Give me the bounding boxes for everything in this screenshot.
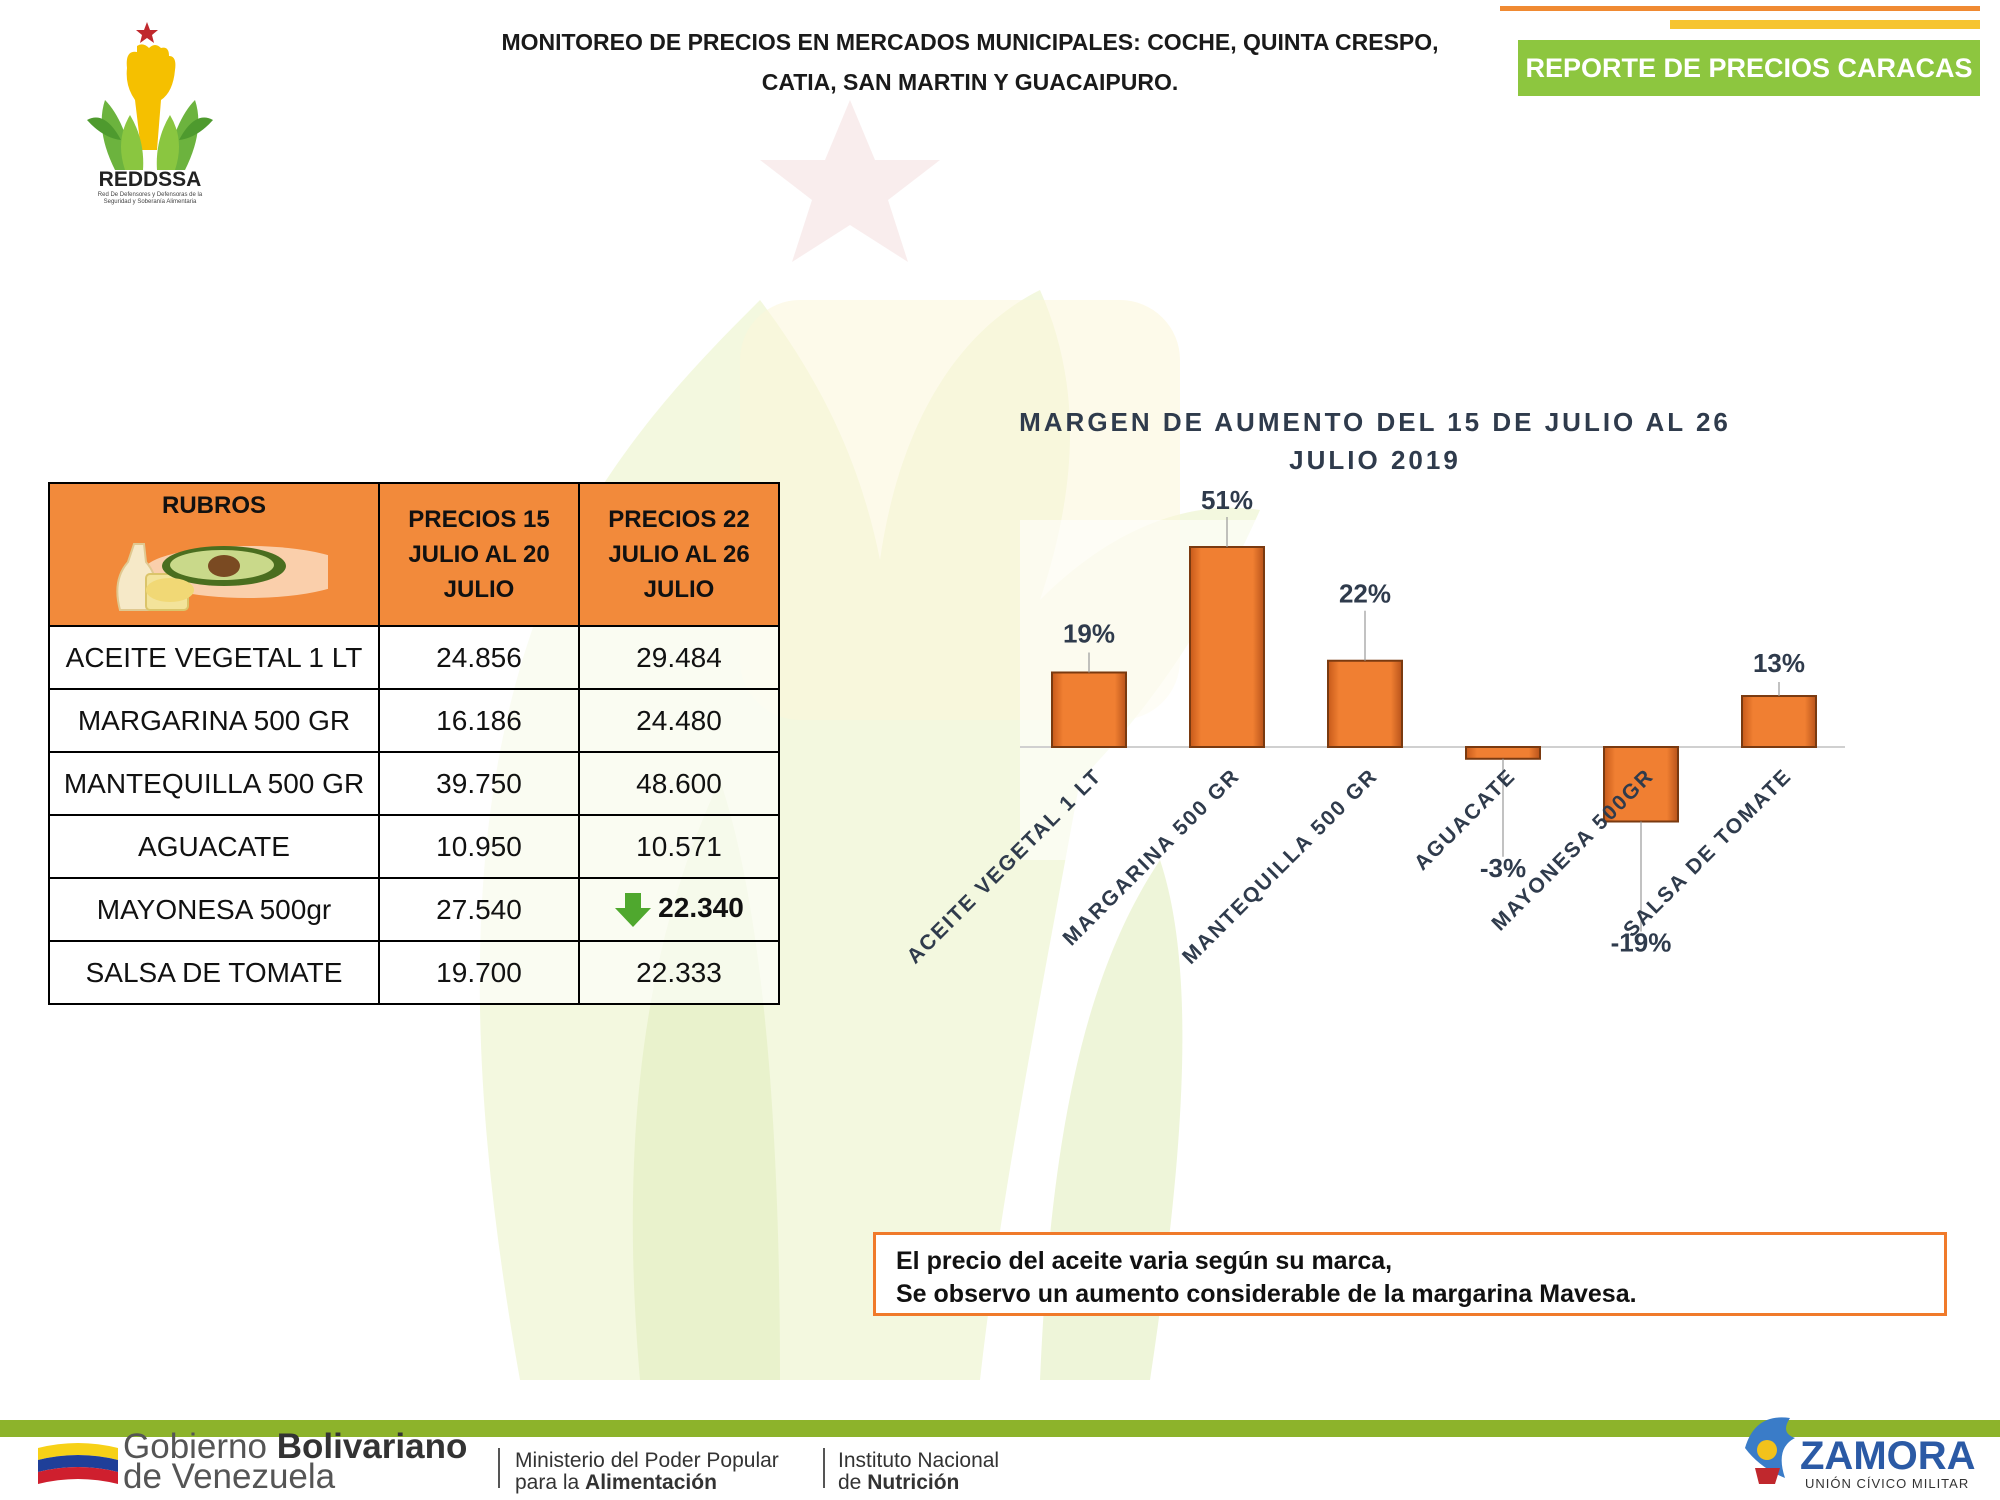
bar-4 bbox=[1465, 746, 1541, 760]
data-label: 22% bbox=[1339, 579, 1391, 609]
logo-name: REDDSSA bbox=[98, 168, 202, 191]
bar-1 bbox=[1051, 671, 1127, 748]
row-price-1: 39.750 bbox=[378, 751, 580, 816]
bar-3 bbox=[1327, 659, 1403, 749]
table-row: ACEITE VEGETAL 1 LT 24.856 29.484 bbox=[48, 625, 780, 690]
table-row: AGUACATE 10.950 10.571 bbox=[48, 814, 780, 879]
footer bbox=[0, 1437, 2000, 1500]
row-price-1: 16.186 bbox=[378, 688, 580, 753]
ministerio-line1: Ministerio del Poder Popular bbox=[515, 1449, 779, 1472]
row-price-2-highlight: 22.340 bbox=[578, 877, 780, 942]
note-box: El precio del aceite varia según su marc… bbox=[873, 1232, 1947, 1316]
table-header-row: RUBROS PRECIOS 15 JULIO AL 20 JULIO PREC… bbox=[48, 482, 780, 627]
row-price-2: 10.571 bbox=[578, 814, 780, 879]
data-label: 19% bbox=[1063, 618, 1115, 648]
ministerio-text: Ministerio del Poder Popular para la Ali… bbox=[515, 1450, 779, 1494]
instituto-line2b: Nutrición bbox=[867, 1471, 960, 1494]
instituto-text: Instituto Nacional de Nutrición bbox=[838, 1450, 999, 1494]
data-label: -19% bbox=[1611, 928, 1672, 958]
table-row: MANTEQUILLA 500 GR 39.750 48.600 bbox=[48, 751, 780, 816]
note-line2: Se observo un aumento considerable de la… bbox=[896, 1280, 1637, 1308]
ministerio-line2b: Alimentación bbox=[585, 1471, 717, 1494]
row-price-2: 29.484 bbox=[578, 625, 780, 690]
row-price-2: 24.480 bbox=[578, 688, 780, 753]
row-item: MAYONESA 500gr bbox=[48, 877, 380, 942]
page-title-line1: MONITOREO DE PRECIOS EN MERCADOS MUNICIP… bbox=[501, 29, 1439, 55]
gobierno-text: Gobierno bbox=[123, 1427, 277, 1466]
data-label: -3% bbox=[1480, 853, 1526, 883]
top-yellow-line bbox=[1670, 20, 1980, 29]
instituto-line1: Instituto Nacional bbox=[838, 1449, 1000, 1472]
header-precios-2: PRECIOS 22 JULIO AL 26 JULIO bbox=[578, 482, 780, 627]
bolivariano-text: Bolivariano bbox=[276, 1427, 468, 1466]
page-title-line2: CATIA, SAN MARTIN Y GUACAIPURO. bbox=[761, 69, 1179, 95]
zamora-logo-text: ZAMORA bbox=[1800, 1434, 1976, 1478]
ministerio-line2: para la Alimentación bbox=[515, 1472, 779, 1494]
table-row: MARGARINA 500 GR 16.186 24.480 bbox=[48, 688, 780, 753]
bar-2 bbox=[1189, 546, 1265, 748]
ministerio-line2a: para la bbox=[515, 1471, 586, 1494]
header-rubros: RUBROS bbox=[48, 482, 380, 627]
data-label: 13% bbox=[1753, 648, 1805, 678]
bar-6 bbox=[1741, 695, 1817, 749]
footer-green-band bbox=[0, 1420, 2000, 1437]
chart-title: MARGEN DE AUMENTO DEL 15 DE JULIO AL 26 … bbox=[1019, 407, 1731, 475]
green-down-arrow-icon bbox=[615, 892, 652, 927]
note-line1: El precio del aceite varia según su marc… bbox=[896, 1247, 1393, 1275]
zamora-emblem-icon bbox=[1745, 1417, 1795, 1484]
gobierno-line1: Gobierno Bolivariano bbox=[123, 1427, 468, 1466]
report-badge: REPORTE DE PRECIOS CARACAS bbox=[1518, 40, 1980, 96]
instituto-line2: de Nutrición bbox=[838, 1472, 999, 1494]
row-price-1: 24.856 bbox=[378, 625, 580, 690]
footer-separator bbox=[823, 1448, 825, 1488]
logo-subtitle: Red De Defensores y Defensoras de la Seg… bbox=[97, 192, 203, 205]
footer-separator bbox=[498, 1448, 500, 1488]
row-price-2: 48.600 bbox=[578, 751, 780, 816]
row-item: SALSA DE TOMATE bbox=[48, 940, 380, 1005]
data-label: 51% bbox=[1201, 485, 1253, 515]
zamora-subtitle: UNIÓN CÍVICO MILITAR bbox=[1805, 1476, 1970, 1491]
reddssa-logo-icon bbox=[87, 22, 213, 170]
row-price-1: 19.700 bbox=[378, 940, 580, 1005]
food-illustration-icon bbox=[116, 543, 328, 611]
prices-table: RUBROS PRECIOS 15 JULIO AL 20 JULIO PREC… bbox=[48, 482, 780, 1005]
row-item: AGUACATE bbox=[48, 814, 380, 879]
table-row: SALSA DE TOMATE 19.700 22.333 bbox=[48, 940, 780, 1005]
instituto-line2a: de bbox=[838, 1471, 868, 1494]
row-item: ACEITE VEGETAL 1 LT bbox=[48, 625, 380, 690]
page-title: MONITOREO DE PRECIOS EN MERCADOS MUNICIP… bbox=[420, 22, 1520, 102]
row-item: MARGARINA 500 GR bbox=[48, 688, 380, 753]
gobierno-line2: de Venezuela bbox=[123, 1457, 336, 1496]
header-precios-1: PRECIOS 15 JULIO AL 20 JULIO bbox=[378, 482, 580, 627]
venezuela-flag-icon bbox=[38, 1443, 118, 1484]
row-price-1: 10.950 bbox=[378, 814, 580, 879]
row-item: MANTEQUILLA 500 GR bbox=[48, 751, 380, 816]
table-row: MAYONESA 500gr 27.540 22.340 bbox=[48, 877, 780, 942]
row-price-2: 22.333 bbox=[578, 940, 780, 1005]
row-price-2-value: 22.340 bbox=[658, 892, 744, 924]
top-orange-line bbox=[1500, 6, 1980, 11]
row-price-1: 27.540 bbox=[378, 877, 580, 942]
bar-5 bbox=[1603, 746, 1679, 823]
header-rubros-label: RUBROS bbox=[161, 492, 266, 519]
